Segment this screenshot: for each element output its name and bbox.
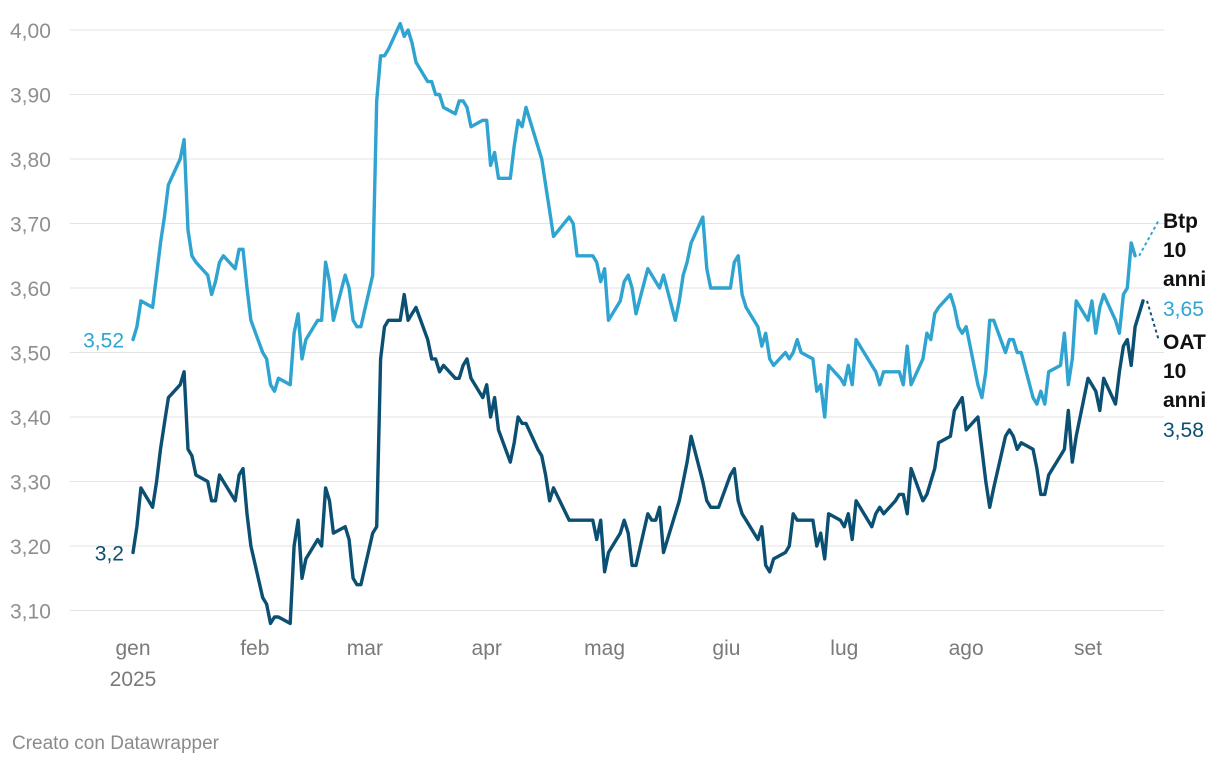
y-tick-label: 4,00: [10, 20, 51, 43]
series-line: [131, 21, 1137, 419]
x-tick-label: lug: [830, 637, 858, 660]
series-labels: 3,52 Btp 10 anni 3,65 3,2 OAT 10 anni 3,58: [83, 210, 1206, 565]
connector-line: [1146, 300, 1160, 342]
x-tick-label: mag: [584, 637, 625, 660]
x-tick-label: set: [1074, 637, 1102, 660]
x-tick-sublabel: 2025: [110, 668, 157, 691]
series-end-label: 3,58: [1163, 419, 1204, 442]
y-axis-ticks: 4,00 3,90 3,80 3,70 3,60 3,50 3,40 3,30 3,20 3,10: [10, 20, 51, 624]
y-tick-label: 3,80: [10, 149, 51, 172]
y-tick-label: 3,90: [10, 85, 51, 108]
series-lines: [131, 21, 1145, 626]
y-tick-label: 3,20: [10, 536, 51, 559]
series-line: [131, 292, 1145, 626]
x-tick-label: giu: [712, 637, 740, 660]
y-tick-label: 3,10: [10, 601, 51, 624]
series-start-label: 3,2: [95, 542, 124, 565]
y-tick-label: 3,50: [10, 343, 51, 366]
y-tick-label: 3,60: [10, 278, 51, 301]
series-name-label: Btp: [1163, 210, 1198, 233]
series-start-label: 3,52: [83, 330, 124, 353]
series-name-label: anni: [1163, 268, 1206, 291]
footer-credit: Creato con Datawrapper: [12, 733, 219, 754]
series-name-label: 10: [1163, 239, 1186, 262]
series-name-label: anni: [1163, 389, 1206, 412]
series-name-label: 10: [1163, 360, 1186, 383]
x-tick-label: mar: [347, 637, 383, 660]
x-axis-ticks: gen 2025 feb mar apr mag giu lug ago set: [110, 637, 1103, 691]
y-tick-label: 3,70: [10, 214, 51, 237]
x-tick-label: apr: [472, 637, 502, 660]
series-end-label: 3,65: [1163, 298, 1204, 321]
series-name-label: OAT: [1163, 331, 1206, 354]
x-tick-label: feb: [240, 637, 269, 660]
y-tick-label: 3,30: [10, 472, 51, 495]
gridlines: [70, 29, 1164, 611]
connector-line: [1138, 219, 1160, 257]
y-tick-label: 3,40: [10, 407, 51, 430]
x-tick-label: gen: [115, 637, 150, 660]
x-tick-label: ago: [949, 637, 984, 660]
